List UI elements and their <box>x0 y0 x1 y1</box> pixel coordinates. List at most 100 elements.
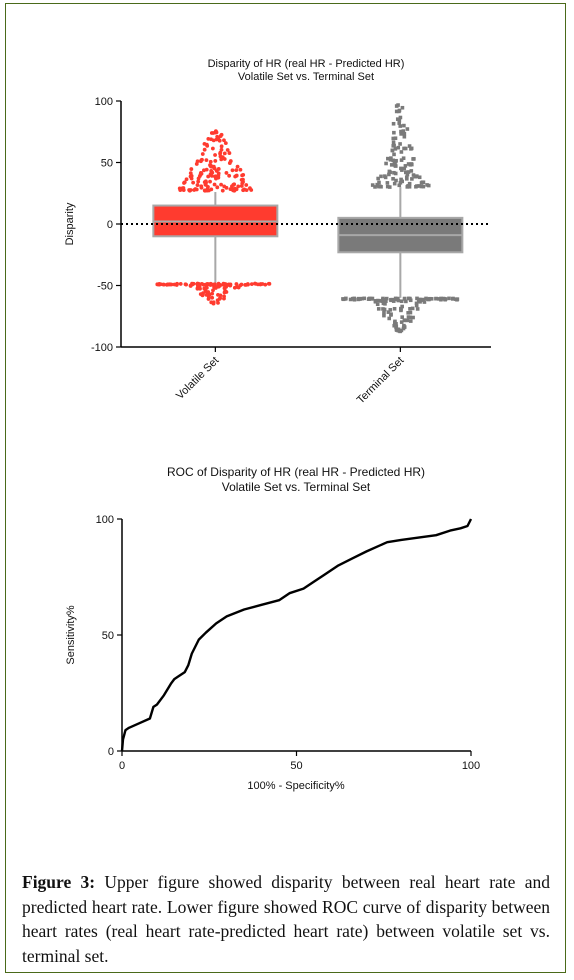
box-outlier-point <box>369 296 373 301</box>
box-outlier-point <box>392 130 396 135</box>
box-outlier-point <box>162 282 166 287</box>
box-outlier-point <box>391 136 396 141</box>
box-outlier-point <box>398 124 403 128</box>
box-outlier-point <box>393 164 398 168</box>
box-outlier-point <box>379 174 383 179</box>
box-outlier-point <box>373 185 377 189</box>
box-outlier-point <box>415 184 419 188</box>
box-outlier-point <box>211 288 215 293</box>
box-outlier-point <box>219 147 224 152</box>
box-outlier-point <box>206 136 211 141</box>
box-outlier-point <box>216 301 220 305</box>
box-outlier-point <box>224 290 229 294</box>
box-outlier-point <box>222 184 227 189</box>
box-outlier-point <box>202 286 207 291</box>
box-outlier-point <box>381 301 386 306</box>
box-outlier-point <box>406 184 410 188</box>
box-outlier-point <box>399 320 404 324</box>
box-outlier-point <box>392 152 396 157</box>
box-outlier-point <box>405 177 409 181</box>
box-outlier-point <box>208 163 212 167</box>
box-outlier-point <box>405 170 410 175</box>
box-outlier-point <box>385 184 390 189</box>
box-outlier-point <box>189 167 194 171</box>
box-outlier-point <box>391 140 396 145</box>
box-outlier-point <box>419 184 424 189</box>
box-outlier-point <box>417 175 422 180</box>
box-outlier-point <box>447 296 451 301</box>
box-outlier-point <box>241 172 246 177</box>
box-outlier-point <box>360 296 364 301</box>
box-outlier-point <box>249 188 254 192</box>
box-outlier-point <box>234 168 239 173</box>
box-outlier-point <box>398 142 402 146</box>
box-outlier-point <box>178 282 183 286</box>
box-outlier-point <box>408 315 413 320</box>
box-outlier-point <box>196 176 201 181</box>
box-outlier-point <box>395 296 400 301</box>
box-outlier-point <box>199 185 204 190</box>
box-outlier-point <box>222 151 227 156</box>
box-outlier-point <box>394 324 399 329</box>
box-outlier-point <box>384 296 389 301</box>
box-outlier-point <box>213 153 217 157</box>
box-outlier-point <box>389 313 393 317</box>
box-outlier-point <box>406 311 410 315</box>
box-outlier-point <box>407 144 412 148</box>
roc-x-tick-label: 0 <box>119 760 125 772</box>
box-outlier-point <box>188 171 193 176</box>
box-outlier-point <box>408 310 413 315</box>
box-outlier-point <box>216 173 221 178</box>
box-outlier-point <box>199 281 204 286</box>
box-outlier-point <box>402 131 407 136</box>
box-outlier-point <box>393 159 398 164</box>
box-outlier-point <box>175 281 179 286</box>
box-outlier-point <box>376 298 380 303</box>
box-outlier-point <box>408 298 413 303</box>
box-outlier-point <box>227 173 232 178</box>
box-outlier-point <box>414 301 419 306</box>
box-outlier-point <box>408 306 412 311</box>
box-y-tick-label: -50 <box>97 281 113 293</box>
box-outlier-point <box>234 173 239 178</box>
roc-x-label: 100% - Specificity% <box>247 780 344 792</box>
box-outlier-point <box>387 172 391 177</box>
box-outlier-point <box>200 293 205 298</box>
box-outlier-point <box>384 299 388 304</box>
box-outlier-point <box>199 171 204 176</box>
box-outlier-point <box>192 188 197 192</box>
box-outlier-point <box>216 292 220 297</box>
box-outlier-point <box>212 182 217 187</box>
box-outlier-point <box>391 121 396 126</box>
box-outlier-point <box>204 292 209 297</box>
box-x-tick-label: Terminal Set <box>355 355 407 407</box>
box-outlier-point <box>217 138 222 143</box>
box-outlier-point <box>409 162 414 166</box>
box-outlier-point <box>424 296 428 301</box>
box-outlier-point <box>191 180 196 185</box>
box-outlier-point <box>230 184 234 189</box>
figure-caption: Figure 3: Upper figure showed disparity … <box>22 870 550 968</box>
box-outlier-point <box>210 295 215 300</box>
box-outlier-point <box>412 157 416 161</box>
box-outlier-point <box>421 297 425 302</box>
box-outlier-point <box>410 306 415 311</box>
box-outlier-point <box>393 171 398 176</box>
box-outlier-point <box>370 183 375 187</box>
box-outlier-point <box>200 157 204 162</box>
box-outlier-point <box>211 138 216 143</box>
box-outlier-point <box>220 188 225 193</box>
box-outlier-point <box>434 296 438 301</box>
box-outlier-point <box>399 132 403 136</box>
box-outlier-point <box>205 144 210 148</box>
box-outlier-point <box>227 151 232 155</box>
roc-y-tick-label: 100 <box>96 514 114 526</box>
box-outlier-point <box>214 130 219 135</box>
box-chart-subtitle: Volatile Set vs. Terminal Set <box>238 71 374 83</box>
box-outlier-point <box>394 322 398 326</box>
box-outlier-point <box>405 127 410 131</box>
box-outlier-point <box>224 171 229 175</box>
box-outlier-point <box>393 296 398 301</box>
box-outlier-point <box>408 319 413 323</box>
box-outlier-point <box>396 298 401 303</box>
